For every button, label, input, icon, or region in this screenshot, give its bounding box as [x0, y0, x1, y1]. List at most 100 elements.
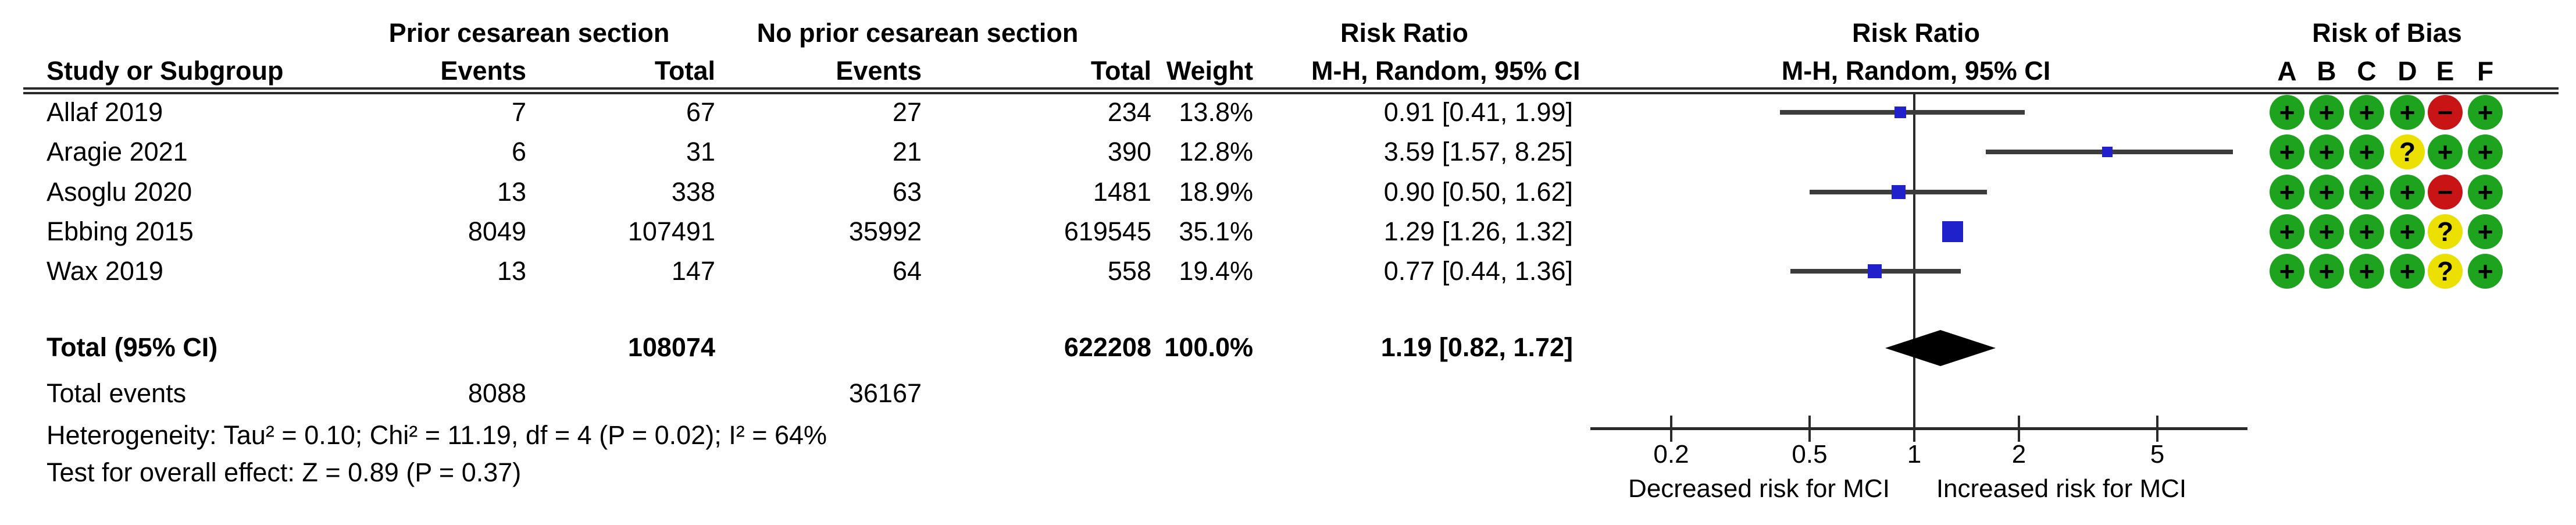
table-row: Ebbing 2015 8049 107491 35992 619545 35.… — [0, 215, 1573, 248]
study-name: Allaf 2019 — [47, 97, 163, 127]
rob-circle: + — [2468, 214, 2503, 249]
axis-left-label: Decreased risk for MCI — [1628, 474, 1890, 503]
events2-cell: 64 — [892, 256, 922, 286]
rob-letter-c: C — [2357, 56, 2377, 86]
rob-circle: + — [2390, 175, 2425, 210]
rob-circle: + — [2468, 134, 2503, 169]
total1-sum: 108074 — [627, 332, 715, 362]
rob-circle: + — [2468, 95, 2503, 130]
pooled-rr-ci: 1.19 [0.82, 1.72] — [1380, 332, 1573, 362]
rob-circle: + — [2270, 175, 2304, 210]
study-name: Aragie 2021 — [47, 137, 188, 166]
rob-circle: + — [2309, 175, 2344, 210]
rob-circle: ? — [2428, 214, 2463, 249]
total1-cell: 147 — [671, 256, 715, 286]
rob-circle: + — [2270, 134, 2304, 169]
heterogeneity-note: Heterogeneity: Tau² = 0.10; Chi² = 11.19… — [47, 420, 827, 450]
rob-circle: + — [2390, 254, 2425, 289]
point-estimate-wax — [1868, 264, 1882, 278]
events1-cell: 7 — [511, 97, 526, 127]
events1-cell: 6 — [511, 137, 526, 166]
total1-cell: 107491 — [627, 217, 715, 246]
plot-title: Risk Ratio — [1851, 18, 1981, 48]
weight-cell: 12.8% — [1179, 137, 1253, 166]
rob-circle: + — [2428, 134, 2463, 169]
rob-circle: − — [2428, 175, 2463, 210]
rr-ci-cell: 0.91 [0.41, 1.99] — [1383, 97, 1573, 127]
null-effect-line — [1913, 93, 1915, 429]
total2-cell: 619545 — [1064, 217, 1151, 246]
x-tick-label: 2 — [2011, 440, 2026, 469]
events1-column-header: Events — [440, 56, 526, 86]
x-axis-tick — [1808, 416, 1811, 442]
total-events2: 36167 — [848, 378, 922, 408]
rr-ci-cell: 0.77 [0.44, 1.36] — [1383, 256, 1573, 286]
risk-ratio-column-title: Risk Ratio — [1340, 18, 1469, 48]
events1-cell: 13 — [497, 256, 526, 286]
rob-circle: + — [2309, 254, 2344, 289]
events2-cell: 27 — [892, 97, 922, 127]
events2-cell: 35992 — [848, 217, 922, 246]
rob-circle: + — [2390, 214, 2425, 249]
risk-of-bias-title: Risk of Bias — [2312, 18, 2462, 48]
header-separator-line — [23, 87, 2559, 94]
rob-circle: + — [2349, 175, 2384, 210]
x-tick-label: 1 — [1907, 440, 1922, 469]
weight-sum: 100.0% — [1164, 332, 1253, 362]
axis-right-label: Increased risk for MCI — [1936, 474, 2187, 503]
rob-circle: + — [2349, 254, 2384, 289]
rr-ci-cell: 0.90 [0.50, 1.62] — [1383, 177, 1573, 207]
events1-cell: 13 — [497, 177, 526, 207]
table-row: Allaf 2019 7 67 27 234 13.8% 0.91 [0.41,… — [0, 96, 1573, 129]
total-events1: 8088 — [468, 378, 526, 408]
study-column-header: Study or Subgroup — [47, 56, 284, 86]
weight-cell: 35.1% — [1179, 217, 1253, 246]
rob-circle: + — [2349, 134, 2384, 169]
group2-header: No prior cesarean section — [757, 18, 1079, 48]
events2-cell: 63 — [892, 177, 922, 207]
x-tick-label: 0.5 — [1792, 440, 1828, 469]
rob-circle: + — [2270, 254, 2304, 289]
group1-header: Prior cesarean section — [388, 18, 670, 48]
rob-letter-d: D — [2397, 56, 2417, 86]
weight-cell: 18.9% — [1179, 177, 1253, 207]
weight-cell: 19.4% — [1179, 256, 1253, 286]
study-name: Wax 2019 — [47, 256, 163, 286]
point-estimate-aragie — [2102, 147, 2113, 157]
events1-cell: 8049 — [468, 217, 526, 246]
rr-ci-column-header: M-H, Random, 95% CI — [1311, 56, 1580, 86]
table-row: Aragie 2021 6 31 21 390 12.8% 3.59 [1.57… — [0, 136, 1573, 168]
x-axis-tick — [1670, 416, 1672, 442]
rob-letter-f: F — [2477, 56, 2494, 86]
total2-sum: 622208 — [1064, 332, 1151, 362]
plot-subtitle: M-H, Random, 95% CI — [1781, 56, 2051, 86]
total2-cell: 390 — [1107, 137, 1151, 166]
rob-circle: + — [2309, 134, 2344, 169]
rob-circle: ? — [2390, 134, 2425, 169]
point-estimate-asoglu — [1892, 185, 1906, 199]
total2-cell: 558 — [1107, 256, 1151, 286]
rob-circle: ? — [2428, 254, 2463, 289]
x-tick-label: 5 — [2150, 440, 2165, 469]
overall-effect-note: Test for overall effect: Z = 0.89 (P = 0… — [47, 457, 522, 487]
total1-cell: 67 — [686, 97, 715, 127]
point-estimate-allaf — [1894, 107, 1906, 118]
rob-circle: − — [2428, 95, 2463, 130]
total1-cell: 338 — [671, 177, 715, 207]
rob-circle: + — [2270, 214, 2304, 249]
total1-column-header: Total — [654, 56, 715, 86]
rr-ci-cell: 1.29 [1.26, 1.32] — [1383, 217, 1573, 246]
study-name: Ebbing 2015 — [47, 217, 194, 246]
total2-cell: 1481 — [1093, 177, 1151, 207]
table-row: Wax 2019 13 147 64 558 19.4% 0.77 [0.44,… — [0, 255, 1573, 288]
total-events-label: Total events — [47, 378, 187, 408]
rob-circle: + — [2270, 95, 2304, 130]
rob-circle: + — [2468, 254, 2503, 289]
rob-circle: + — [2349, 95, 2384, 130]
rob-circle: + — [2390, 95, 2425, 130]
events2-cell: 21 — [892, 137, 922, 166]
rob-circle: + — [2349, 214, 2384, 249]
rob-circle: + — [2309, 95, 2344, 130]
rob-letter-a: A — [2277, 56, 2297, 86]
